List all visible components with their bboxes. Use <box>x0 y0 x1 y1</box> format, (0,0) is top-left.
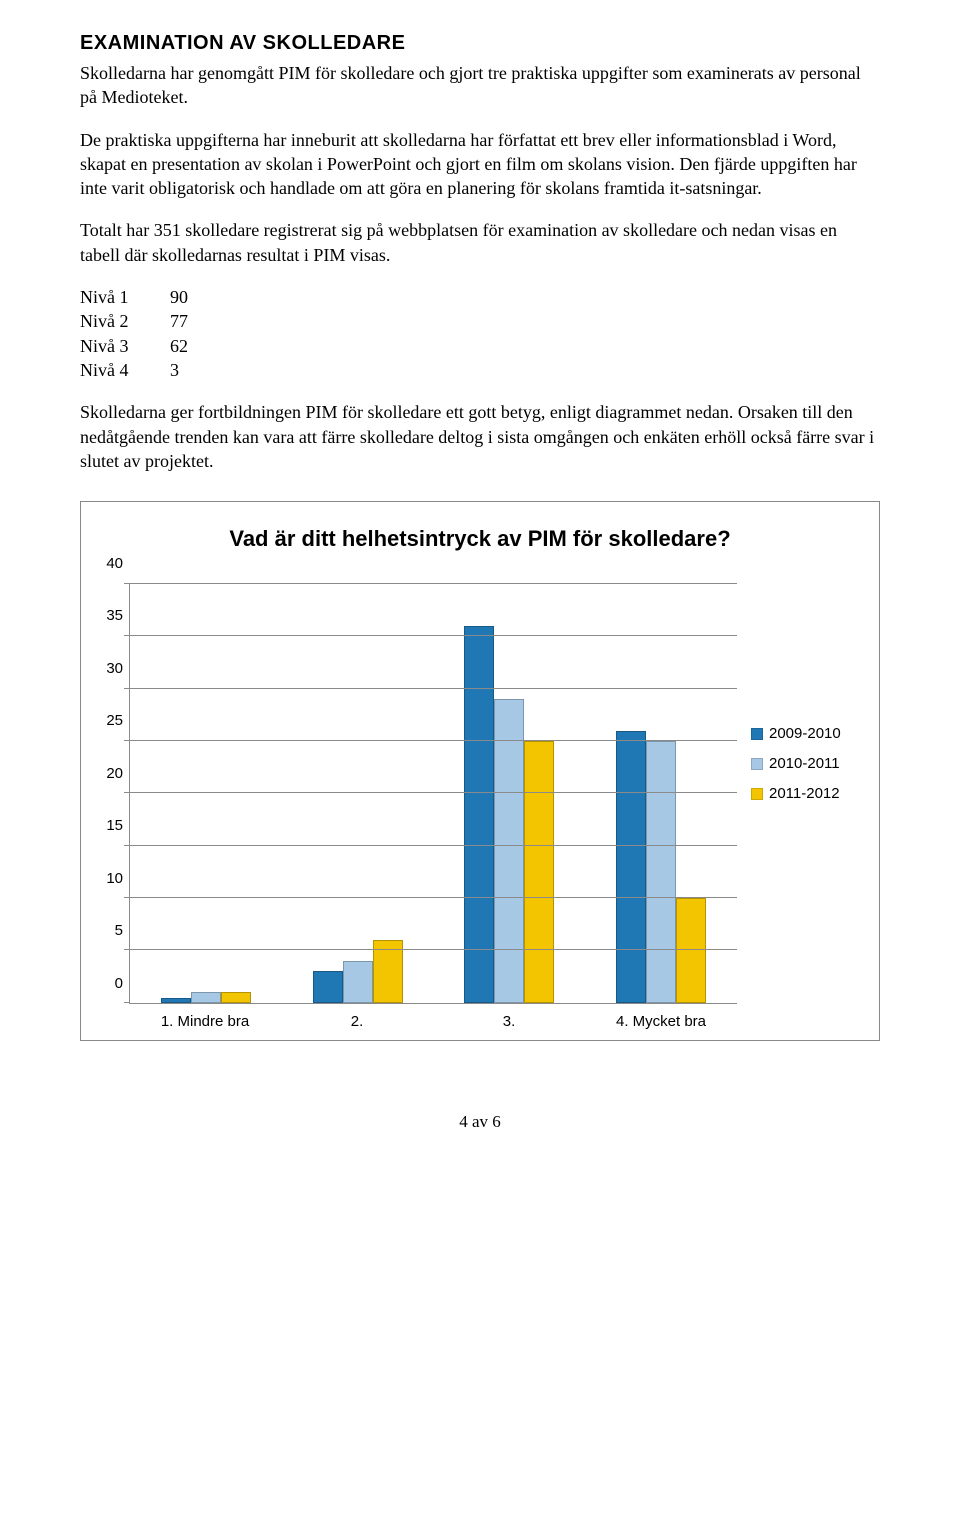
chart-y-axis: 0510152025303540 <box>93 584 129 1004</box>
chart-legend-item: 2010-2011 <box>751 754 867 774</box>
chart-gridline <box>130 897 737 898</box>
chart-y-tick: 15 <box>106 816 123 836</box>
chart-bar <box>161 998 191 1003</box>
level-row: Nivå 43 <box>80 358 880 382</box>
level-row: Nivå 277 <box>80 309 880 333</box>
chart-bar-group <box>282 584 434 1003</box>
chart-bar-group <box>585 584 737 1003</box>
chart-bar <box>494 699 524 1003</box>
chart-gridline <box>130 635 737 636</box>
chart-x-label: 4. Mycket bra <box>585 1012 737 1032</box>
chart-body: 0510152025303540 1. Mindre bra2.3.4. Myc… <box>81 584 879 1040</box>
level-value: 77 <box>170 309 230 333</box>
level-value: 62 <box>170 334 230 358</box>
chart-gridline <box>130 949 737 950</box>
paragraph-1: Skolledarna har genomgått PIM för skolle… <box>80 61 880 110</box>
chart-gridline <box>130 583 737 584</box>
chart-bar-group <box>434 584 586 1003</box>
paragraph-2: De praktiska uppgifterna har inneburit a… <box>80 128 880 201</box>
page-footer: 4 av 6 <box>80 1111 880 1134</box>
chart-x-axis: 1. Mindre bra2.3.4. Mycket bra <box>129 1004 737 1032</box>
chart-bar <box>221 992 251 1002</box>
chart-legend-label: 2010-2011 <box>769 754 840 774</box>
chart-legend-swatch <box>751 728 763 740</box>
level-label: Nivå 4 <box>80 358 170 382</box>
chart-legend-item: 2011-2012 <box>751 784 867 804</box>
chart-plot-area <box>129 584 737 1004</box>
chart-x-label: 2. <box>281 1012 433 1032</box>
chart-legend-swatch <box>751 788 763 800</box>
chart-bar <box>676 898 706 1003</box>
chart-y-tick: 0 <box>115 973 123 993</box>
chart-title: Vad är ditt helhetsintryck av PIM för sk… <box>81 502 879 584</box>
chart-bar <box>616 731 646 1003</box>
chart-y-tick: 30 <box>106 658 123 678</box>
chart-bar <box>191 992 221 1002</box>
level-row: Nivå 190 <box>80 285 880 309</box>
chart-y-tick: 5 <box>115 921 123 941</box>
level-label: Nivå 3 <box>80 334 170 358</box>
levels-table: Nivå 190Nivå 277Nivå 362Nivå 43 <box>80 285 880 382</box>
level-value: 3 <box>170 358 230 382</box>
chart-bar <box>464 626 494 1003</box>
paragraph-4: Skolledarna ger fortbildningen PIM för s… <box>80 400 880 473</box>
chart-legend-label: 2009-2010 <box>769 724 841 744</box>
chart-x-label: 1. Mindre bra <box>129 1012 281 1032</box>
chart-y-tick: 20 <box>106 763 123 783</box>
chart-legend-label: 2011-2012 <box>769 784 840 804</box>
chart-y-tick: 35 <box>106 606 123 626</box>
chart-gridline <box>130 740 737 741</box>
chart-x-label: 3. <box>433 1012 585 1032</box>
chart-y-tick: 10 <box>106 868 123 888</box>
level-label: Nivå 1 <box>80 285 170 309</box>
level-label: Nivå 2 <box>80 309 170 333</box>
chart-y-tick: 40 <box>106 553 123 573</box>
chart-legend-item: 2009-2010 <box>751 724 867 744</box>
chart-bar-group <box>130 584 282 1003</box>
chart-container: Vad är ditt helhetsintryck av PIM för sk… <box>80 501 880 1041</box>
chart-bar <box>646 741 676 1003</box>
chart-legend: 2009-2010 2010-2011 2011-2012 <box>737 584 867 1032</box>
chart-gridline <box>130 688 737 689</box>
chart-gridline <box>130 845 737 846</box>
level-value: 90 <box>170 285 230 309</box>
paragraph-3: Totalt har 351 skolledare registrerat si… <box>80 218 880 267</box>
chart-gridline <box>130 792 737 793</box>
chart-bar <box>524 741 554 1003</box>
chart-bar <box>343 961 373 1003</box>
level-row: Nivå 362 <box>80 334 880 358</box>
chart-legend-swatch <box>751 758 763 770</box>
chart-bar <box>313 971 343 1002</box>
chart-y-tick: 25 <box>106 711 123 731</box>
chart-plot-column: 0510152025303540 1. Mindre bra2.3.4. Myc… <box>93 584 737 1032</box>
section-heading: EXAMINATION AV SKOLLEDARE <box>80 30 880 57</box>
